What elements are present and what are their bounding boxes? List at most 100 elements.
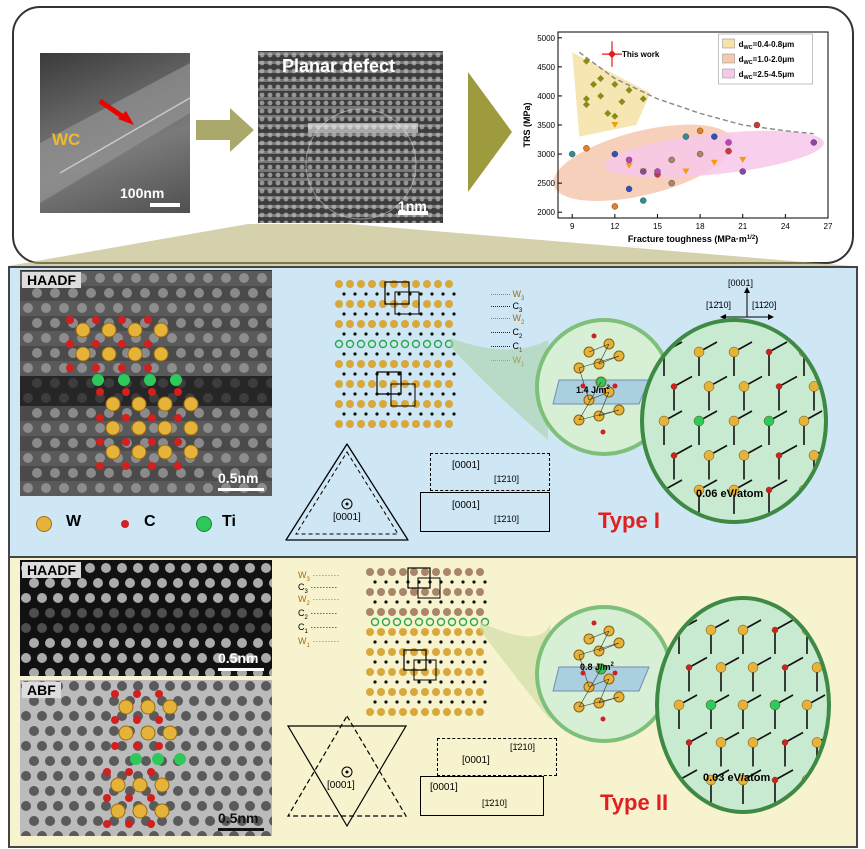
lattice-spot bbox=[149, 483, 159, 493]
data-point bbox=[711, 133, 718, 140]
lattice-spot bbox=[197, 831, 207, 836]
c-site bbox=[428, 700, 432, 704]
w-site bbox=[377, 648, 385, 656]
c-site bbox=[353, 372, 357, 376]
c-site bbox=[353, 352, 357, 356]
c-site bbox=[342, 312, 346, 316]
w-site bbox=[454, 688, 462, 696]
lattice-spot bbox=[189, 726, 199, 736]
bond bbox=[598, 630, 610, 652]
lattice-spot bbox=[61, 726, 71, 736]
c-site bbox=[384, 660, 388, 664]
y-tick-label: 4500 bbox=[537, 63, 555, 72]
w-atom-icon bbox=[131, 396, 147, 412]
lattice-spot bbox=[29, 726, 39, 736]
w-site bbox=[465, 708, 473, 716]
w-site bbox=[357, 320, 365, 328]
lattice-spot bbox=[23, 393, 33, 403]
lattice-spot bbox=[212, 318, 222, 328]
lattice-spot bbox=[117, 831, 127, 836]
c-site bbox=[397, 352, 401, 356]
lattice-spot bbox=[29, 756, 39, 766]
lattice-spot bbox=[101, 741, 111, 751]
c-site bbox=[395, 680, 399, 684]
ti-site bbox=[378, 339, 388, 349]
w-site bbox=[421, 588, 429, 596]
c-atom-icon bbox=[133, 742, 141, 750]
lattice-spot bbox=[269, 726, 272, 736]
bond bbox=[673, 444, 693, 457]
w-site bbox=[476, 648, 484, 656]
lattice-spot bbox=[23, 333, 33, 343]
lattice-spot bbox=[85, 771, 95, 781]
lattice-spot bbox=[213, 593, 223, 603]
lattice-spot bbox=[261, 653, 271, 663]
lattice-spot bbox=[257, 393, 267, 403]
lattice-spot bbox=[157, 668, 167, 676]
w-site bbox=[476, 568, 484, 576]
w-site bbox=[465, 588, 473, 596]
lattice-spot bbox=[45, 726, 55, 736]
type-ii-interface-circle bbox=[535, 605, 673, 743]
bond bbox=[774, 769, 794, 781]
bond bbox=[778, 444, 798, 457]
w-site bbox=[388, 708, 396, 716]
lattice-spot bbox=[69, 681, 79, 691]
ti-site bbox=[370, 617, 380, 627]
lattice-spot bbox=[141, 608, 151, 618]
legend-label: dWC=2.5-4.5μm bbox=[739, 70, 795, 81]
data-point bbox=[611, 150, 619, 158]
ti-site bbox=[422, 339, 432, 349]
lattice-spot bbox=[77, 816, 87, 826]
w-site bbox=[432, 708, 440, 716]
c-site bbox=[450, 580, 454, 584]
c-site bbox=[472, 580, 476, 584]
c-site bbox=[353, 312, 357, 316]
hrtem-scale: 1nm bbox=[398, 198, 427, 214]
lattice-spot bbox=[261, 771, 271, 781]
lattice-spot bbox=[205, 756, 215, 766]
lattice-spot bbox=[158, 378, 168, 388]
lattice-spot bbox=[189, 786, 199, 796]
lattice-spot bbox=[37, 831, 47, 836]
lattice-spot bbox=[230, 378, 240, 388]
lattice-spot bbox=[141, 756, 151, 766]
lattice-spot bbox=[29, 608, 39, 618]
c-atom bbox=[612, 670, 618, 676]
c-site bbox=[395, 660, 399, 664]
lattice-spot bbox=[194, 318, 204, 328]
c-site bbox=[419, 352, 423, 356]
c-site bbox=[419, 372, 423, 376]
w-site bbox=[379, 360, 387, 368]
c-atom-icon bbox=[147, 768, 155, 776]
lattice-spot bbox=[248, 318, 258, 328]
c-site bbox=[386, 332, 390, 336]
lattice-spot bbox=[189, 578, 199, 588]
bond bbox=[588, 678, 610, 688]
w-site bbox=[410, 608, 418, 616]
c-atom-icon bbox=[155, 690, 163, 698]
lattice-spot bbox=[221, 303, 231, 313]
lattice-spot bbox=[140, 288, 150, 298]
lattice-spot bbox=[53, 771, 63, 781]
lattice-spot bbox=[261, 681, 271, 691]
lattice-spot bbox=[239, 333, 249, 343]
lattice-spot bbox=[21, 593, 31, 603]
lattice-spot bbox=[239, 303, 249, 313]
w-atom-icon bbox=[140, 725, 156, 741]
c-atom-icon bbox=[92, 316, 100, 324]
w-site bbox=[379, 400, 387, 408]
type-i-label: Type I bbox=[598, 508, 660, 533]
lattice-spot bbox=[50, 348, 60, 358]
w-site bbox=[399, 708, 407, 716]
w-site bbox=[410, 648, 418, 656]
lattice-spot bbox=[212, 378, 222, 388]
layer-label: C1 ········· bbox=[298, 622, 338, 635]
type-ii-energy: 0.8 J/m2 bbox=[580, 662, 614, 672]
lattice-spot bbox=[117, 593, 127, 603]
w-site bbox=[346, 360, 354, 368]
type-i-haadf-label: HAADF bbox=[22, 272, 81, 288]
c-atom-icon bbox=[66, 316, 74, 324]
c-site bbox=[441, 372, 445, 376]
ti-atom-icon bbox=[118, 374, 130, 386]
